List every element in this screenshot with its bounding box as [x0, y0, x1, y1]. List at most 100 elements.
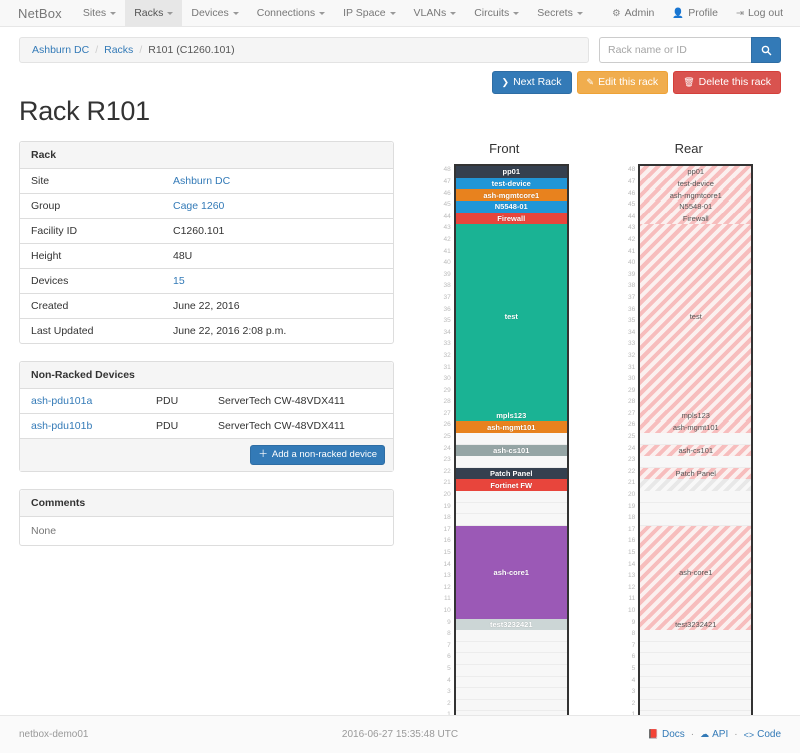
rack-device-rear-test-device[interactable]: test-device [640, 177, 752, 190]
breadcrumb-racks-link[interactable]: Racks [104, 44, 134, 56]
rack-device-patch-panel[interactable]: Patch Panel [455, 467, 567, 480]
nonracked-device-link[interactable]: ash-pdu101b [31, 420, 93, 433]
rack-unit-empty[interactable] [455, 641, 567, 654]
rack-unit-empty[interactable] [455, 630, 567, 642]
rack-device-rear-firewall[interactable]: Firewall [640, 212, 752, 225]
footer-docs-link[interactable]: 📕 Docs [648, 729, 685, 740]
rack-device-rear-ash-core1[interactable]: ash-core1 [640, 525, 752, 619]
rack-unit-empty[interactable] [455, 664, 567, 677]
rack-device-pp01[interactable]: pp01 [455, 166, 567, 178]
rack-unit-empty[interactable] [640, 664, 752, 677]
unit-number: 12 [628, 583, 636, 591]
rack-unit-empty[interactable] [640, 688, 752, 700]
rack-unit-empty[interactable] [455, 688, 567, 700]
rack-field-link[interactable]: 15 [173, 275, 185, 288]
rack-unit-empty[interactable] [455, 432, 567, 445]
rack-device-test[interactable]: test [455, 224, 567, 410]
unit-number: 28 [443, 398, 451, 406]
nav-admin-link[interactable]: ⚙ Admin [603, 0, 663, 26]
rack-device-rear-ash-mgmt101[interactable]: ash-mgmt101 [640, 421, 752, 433]
rack-device-rear-ash-mgmtcore1[interactable]: ash-mgmtcore1 [640, 189, 752, 201]
breadcrumb-site-link[interactable]: Ashburn DC [32, 44, 90, 56]
rack-field-value[interactable]: Ashburn DC [162, 169, 393, 194]
table-row: Devices 15 [20, 268, 393, 294]
nonracked-device-link[interactable]: ash-pdu101a [31, 395, 93, 408]
nav-item-circuits[interactable]: Circuits [465, 0, 528, 26]
rack-field-value[interactable]: Cage 1260 [162, 193, 393, 219]
nav-log-out-link[interactable]: ⇥ Log out [727, 0, 792, 26]
rack-device-test3232421[interactable]: test3232421 [455, 618, 567, 631]
unit-number: 17 [628, 525, 636, 533]
nav-item-label: Devices [191, 7, 229, 19]
nav-item-racks[interactable]: Racks [125, 0, 183, 26]
rack-device-ash-core1[interactable]: ash-core1 [455, 525, 567, 619]
nonracked-device-name[interactable]: ash-pdu101a [20, 389, 145, 414]
rack-unit-empty[interactable] [640, 432, 752, 445]
rack-device-ash-mgmt101[interactable]: ash-mgmt101 [455, 421, 567, 433]
rack-device-rear-test[interactable]: test [640, 224, 752, 410]
nav-profile-link[interactable]: 👤 Profile [663, 0, 727, 26]
unit-number: 45 [628, 201, 636, 209]
rack-unit-empty[interactable] [455, 456, 567, 468]
rack-device-rear-patch-panel[interactable]: Patch Panel [640, 467, 752, 480]
unit-number: 4 [447, 676, 451, 684]
rack-device-rear-mpls123[interactable]: mpls123 [640, 409, 752, 422]
rack-unit-empty[interactable] [640, 641, 752, 654]
brand-logo[interactable]: NetBox [18, 5, 62, 21]
nav-item-sites[interactable]: Sites [74, 0, 125, 26]
rack-field-link[interactable]: Ashburn DC [173, 175, 231, 188]
rack-unit-empty[interactable] [455, 699, 567, 712]
unit-number: 3 [631, 688, 636, 696]
rack-device-fortinet-fw[interactable]: Fortinet FW [455, 479, 567, 491]
rack-unit-empty[interactable] [640, 630, 752, 642]
rack-device-rear-ash-cs101[interactable]: ash-cs101 [640, 444, 752, 457]
rack-unit-empty[interactable] [455, 676, 567, 689]
footer-code-link[interactable]: <> Code [744, 729, 781, 740]
rack-unit-empty[interactable] [640, 502, 752, 515]
search-icon[interactable] [751, 37, 781, 63]
chevron-down-icon [232, 11, 239, 15]
rack-field-value: C1260.101 [162, 218, 393, 244]
rack-device-ash-mgmtcore1[interactable]: ash-mgmtcore1 [455, 189, 567, 201]
rack-unit-empty[interactable] [455, 653, 567, 665]
nonracked-device-name[interactable]: ash-pdu101b [20, 413, 145, 439]
nonracked-devices-panel: Non-Racked Devices ash-pdu101a PDU ServerT… [19, 361, 394, 472]
rack-unit-empty[interactable] [455, 514, 567, 526]
unit-number: 6 [447, 653, 451, 661]
rack-device-test-device[interactable]: test-device [455, 177, 567, 190]
rack-unit-empty[interactable] [455, 502, 567, 515]
delete-rack-button[interactable]: 🗑 Delete this rack [673, 71, 781, 95]
add-nonracked-device-button[interactable]: ＋ Add a non-racked device [250, 445, 385, 465]
unit-number: 5 [631, 664, 636, 672]
rack-device-rear-test3232421[interactable]: test3232421 [640, 618, 752, 631]
unit-number: 22 [628, 467, 636, 475]
rack-device-rear-n5548-01[interactable]: N5548-01 [640, 200, 752, 213]
rack-unit-empty[interactable] [640, 456, 752, 468]
rack-unit-empty[interactable] [640, 653, 752, 665]
comments-heading: Comments [20, 490, 393, 517]
rack-unit-empty[interactable] [640, 490, 752, 503]
nav-item-secrets[interactable]: Secrets [528, 0, 592, 26]
rack-field-link[interactable]: Cage 1260 [173, 200, 225, 213]
rack-unit-empty[interactable] [640, 514, 752, 526]
rack-device-rear-fortinet-fw[interactable] [640, 479, 752, 491]
rack-device-firewall[interactable]: Firewall [455, 212, 567, 225]
search-input[interactable] [599, 37, 751, 63]
nav-item-devices[interactable]: Devices [182, 0, 247, 26]
nav-item-vlans[interactable]: VLANs [405, 0, 466, 26]
next-rack-button[interactable]: ❯ Next Rack [491, 71, 572, 95]
footer-api-link[interactable]: ☁ API [700, 729, 728, 740]
chevron-down-icon [110, 11, 117, 15]
edit-rack-button[interactable]: ✎ Edit this rack [576, 71, 669, 95]
rack-unit-empty[interactable] [640, 676, 752, 689]
nav-item-ip-space[interactable]: IP Space [334, 0, 404, 26]
rack-device-ash-cs101[interactable]: ash-cs101 [455, 444, 567, 457]
rack-field-value[interactable]: 15 [162, 268, 393, 294]
rack-field-label: Facility ID [20, 218, 162, 244]
rack-device-rear-pp01[interactable]: pp01 [640, 166, 752, 178]
nav-item-connections[interactable]: Connections [248, 0, 334, 26]
rack-device-mpls123[interactable]: mpls123 [455, 409, 567, 422]
rack-unit-empty[interactable] [640, 699, 752, 712]
rack-unit-empty[interactable] [455, 490, 567, 503]
rack-device-n5548-01[interactable]: N5548-01 [455, 200, 567, 213]
